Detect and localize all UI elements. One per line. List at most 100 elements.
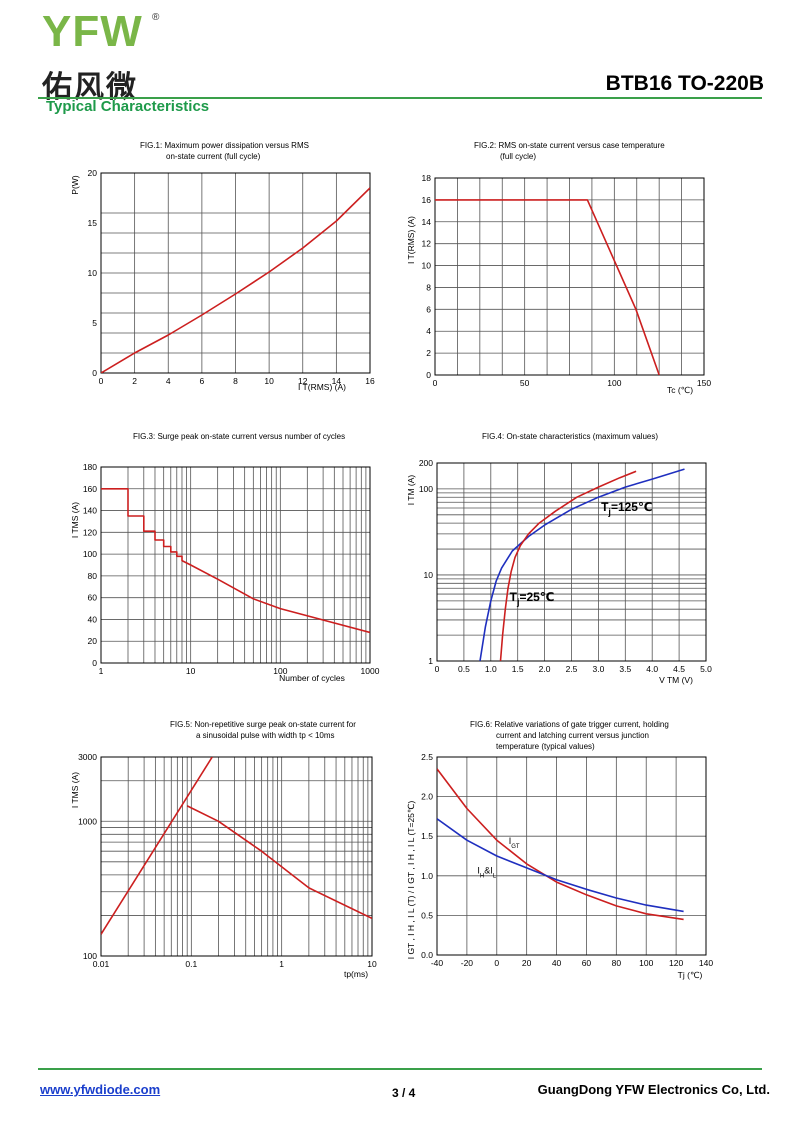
fig6-xtick-label: 0 (494, 958, 499, 968)
fig6-title-line: FIG.6: Relative variations of gate trigg… (470, 720, 669, 729)
fig2-ytick-label: 14 (422, 217, 432, 227)
annotation-sub: j (607, 507, 611, 517)
fig2-chart: FIG.2: RMS on-state current versus case … (406, 141, 711, 395)
fig6-ytick-label: 1.5 (421, 831, 433, 841)
fig3-ytick-label: 20 (88, 636, 98, 646)
logo-letters: YFW (42, 7, 143, 56)
annotation-main: T (510, 590, 518, 604)
fig4-series-tj125 (479, 468, 685, 661)
fig4-xtick-label: 2.5 (566, 664, 578, 674)
fig2-series-i (435, 199, 660, 375)
fig3-ytick-label: 180 (83, 462, 97, 472)
fig6-xtick-label: -20 (461, 958, 474, 968)
fig6-title-line: temperature (typical values) (496, 742, 595, 751)
fig1-xtick-label: 8 (233, 376, 238, 386)
fig6-chart: FIG.6: Relative variations of gate trigg… (406, 720, 713, 980)
fig2-xtick-label: 150 (697, 378, 711, 388)
fig5-chart: FIG.5: Non-repetitive surge peak on-stat… (70, 720, 377, 979)
fig1-xtick-label: 16 (365, 376, 375, 386)
fig4-xtick-label: 1.5 (512, 664, 524, 674)
fig5-title-line: FIG.5: Non-repetitive surge peak on-stat… (170, 720, 356, 729)
fig4-ytick-label: 100 (419, 484, 433, 494)
footer-website-link[interactable]: www.yfwdiode.com (40, 1082, 161, 1097)
fig1-ytick-label: 10 (88, 268, 98, 278)
fig5-xtick-label: 1 (279, 959, 284, 969)
section-title: Typical Characteristics (46, 98, 210, 115)
fig5-ytick-label: 100 (83, 951, 97, 961)
fig6-ytick-label: 1.0 (421, 871, 433, 881)
fig4-xtick-label: 5.0 (700, 664, 712, 674)
fig6-xtick-label: 20 (522, 958, 532, 968)
fig3-xtick-label: 1000 (361, 666, 380, 676)
fig4-xtick-label: 2.0 (539, 664, 551, 674)
fig1-ytick-label: 15 (88, 218, 98, 228)
annotation-main: T (601, 500, 609, 514)
fig5-series-didtlimit (101, 757, 213, 935)
logo-chinese-name: 佑风微 (42, 70, 138, 105)
fig1-xtick-label: 10 (264, 376, 274, 386)
annotation-sub: H (480, 873, 484, 879)
fig6-ytick-label: 0.0 (421, 950, 433, 960)
fig4-series-tj25 (499, 470, 637, 661)
fig2-grid (434, 177, 705, 376)
fig4-ytick-label: 1 (428, 656, 433, 666)
part-number: BTB16 TO-220B (605, 72, 764, 95)
fig2-xtick-label: 50 (520, 378, 530, 388)
fig6-plot-frame (436, 756, 707, 956)
fig6-annotation: IH&IL (477, 865, 496, 879)
fig1-series-p (101, 187, 370, 373)
fig1-grid (100, 173, 371, 374)
fig5-grid (100, 756, 373, 957)
fig6-series-igt (437, 768, 684, 921)
fig4-annotation: Tj=25℃ (510, 590, 555, 607)
fig3-ytick-label: 80 (88, 571, 98, 581)
fig1-xtick-label: 6 (200, 376, 205, 386)
fig3-ytick-label: 100 (83, 549, 97, 559)
annotation-tail: =25℃ (519, 590, 554, 604)
fig2-ytick-label: 4 (426, 326, 431, 336)
fig5-ytick-label: 3000 (78, 752, 97, 762)
fig6-xtick-label: -40 (431, 958, 444, 968)
fig1-title-line: on-state current (full cycle) (166, 152, 261, 161)
fig1-ytick-label: 5 (92, 318, 97, 328)
annotation-main: I (509, 836, 512, 846)
fig1-xtick-label: 12 (298, 376, 308, 386)
fig1-xlabel: I T(RMS) (A) (298, 382, 346, 392)
fig1-xtick-label: 0 (99, 376, 104, 386)
fig3-xtick-label: 1 (99, 666, 104, 676)
annotation-main: I (477, 865, 480, 875)
fig3-grid (100, 466, 371, 664)
fig1-ylabel: P(W) (70, 175, 80, 195)
fig6-annotation: IGT (509, 836, 520, 850)
fig5-plot-frame (100, 756, 373, 957)
fig2-xtick-label: 0 (433, 378, 438, 388)
fig4-xtick-label: 0.5 (458, 664, 470, 674)
fig4-xtick-label: 3.0 (592, 664, 604, 674)
fig4-chart: FIG.4: On-state characteristics (maximum… (406, 432, 712, 685)
fig6-ytick-label: 0.5 (421, 910, 433, 920)
annotation-sub2: L (493, 873, 497, 879)
fig6-grid (436, 756, 707, 956)
footer-divider (38, 1068, 762, 1070)
fig3-ytick-label: 40 (88, 614, 98, 624)
fig3-ytick-label: 120 (83, 527, 97, 537)
fig2-ylabel: I T(RMS) (A) (406, 216, 416, 264)
fig4-xlabel: V TM (V) (659, 675, 693, 685)
fig2-xtick-label: 100 (607, 378, 621, 388)
fig1-title-line: FIG.1: Maximum power dissipation versus … (140, 141, 309, 150)
fig1-ytick-label: 0 (92, 368, 97, 378)
fig3-xtick-label: 100 (273, 666, 287, 676)
fig3-series-itsm (101, 487, 370, 634)
fig5-ylabel: I TMS (A) (70, 772, 80, 808)
fig1-chart: FIG.1: Maximum power dissipation versus … (70, 141, 375, 392)
fig5-series-itsm (186, 805, 372, 920)
logo: YFW ® 佑风微 (42, 7, 162, 106)
fig6-title-line: current and latching current versus junc… (496, 731, 649, 740)
registered-mark: ® (152, 12, 160, 23)
fig4-xtick-label: 3.5 (619, 664, 631, 674)
fig6-xtick-label: 40 (552, 958, 562, 968)
fig6-series-ihil (437, 818, 684, 913)
fig4-ytick-label: 200 (419, 458, 433, 468)
fig4-grid (436, 462, 707, 662)
